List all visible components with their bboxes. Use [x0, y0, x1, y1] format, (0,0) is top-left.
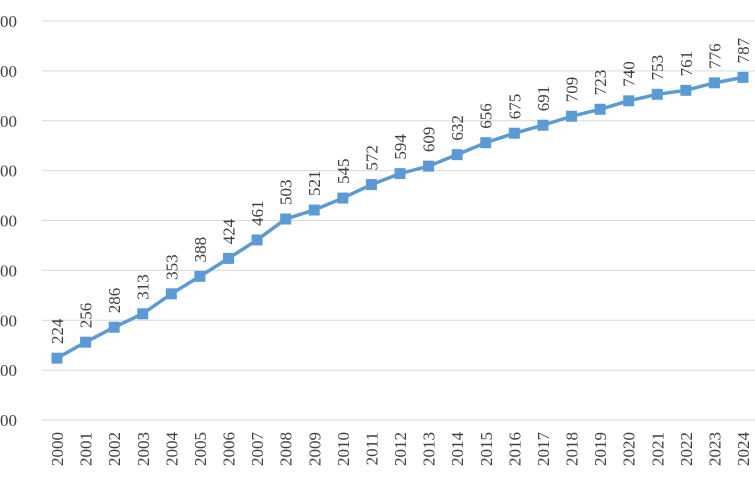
data-point-marker [508, 127, 520, 139]
data-point-marker [51, 352, 63, 364]
data-label: 286 [105, 288, 124, 314]
x-tick-label: 2013 [420, 432, 439, 466]
x-tick-label: 2006 [220, 432, 239, 466]
data-point-marker [394, 168, 406, 180]
data-point-marker [337, 192, 349, 204]
data-point-marker [194, 270, 206, 282]
data-label: 594 [391, 134, 410, 160]
data-point-marker [165, 288, 177, 300]
data-label: 656 [477, 103, 496, 129]
x-tick-label: 2000 [48, 432, 67, 466]
y-tick-label: 00 [0, 112, 17, 131]
data-point-marker [451, 149, 463, 161]
data-point-marker [365, 179, 377, 191]
data-label: 753 [648, 55, 667, 81]
x-tick-label: 2001 [77, 432, 96, 466]
data-point-marker [623, 95, 635, 107]
x-tick-label: 2019 [591, 432, 610, 466]
data-point-marker [566, 110, 577, 122]
series [51, 71, 749, 364]
data-label: 691 [534, 86, 553, 112]
y-tick-label: 00 [0, 162, 17, 181]
data-point-marker [537, 119, 549, 131]
data-label: 632 [448, 115, 467, 141]
data-label: 461 [248, 200, 267, 226]
series-line [56, 75, 744, 360]
x-tick-label: 2005 [191, 432, 210, 466]
data-point-marker [594, 103, 606, 115]
data-point-marker [223, 252, 234, 264]
x-tick-label: 2018 [563, 432, 582, 466]
y-tick-label: 00 [0, 311, 17, 330]
x-tick-label: 2012 [391, 432, 410, 466]
data-label: 545 [334, 159, 353, 185]
data-labels: 224 256 286 313 353 388 424 461 503 521 545 572 594 6… [48, 37, 753, 344]
data-label: 609 [420, 127, 439, 153]
data-label: 353 [162, 254, 181, 280]
y-tick-label: 00 [0, 12, 17, 31]
x-tick-label: 2015 [477, 432, 496, 466]
x-tick-label: 2011 [362, 432, 381, 465]
x-tick-label: 2008 [277, 432, 296, 466]
y-tick-label: 00 [0, 212, 17, 231]
data-label: 224 [48, 318, 67, 344]
x-tick-label: 2007 [248, 432, 267, 467]
data-label: 723 [591, 70, 610, 96]
y-tick-label: 00 [0, 62, 17, 81]
data-label: 572 [362, 145, 381, 171]
x-axis-ticks: 2000 2001 2002 2003 2004 2005 2006 2007 2008 2009… [48, 432, 753, 467]
x-tick-label: 2020 [620, 432, 639, 466]
x-tick-label: 2017 [534, 432, 553, 467]
data-point-marker [737, 71, 749, 83]
data-label: 709 [563, 77, 582, 103]
x-tick-label: 2014 [448, 432, 467, 467]
data-point-marker [423, 160, 435, 172]
data-label: 675 [505, 94, 524, 120]
x-tick-label: 2024 [734, 432, 753, 467]
x-tick-label: 2023 [705, 432, 724, 466]
data-label: 256 [77, 303, 96, 329]
data-point-marker [480, 137, 492, 149]
data-label: 388 [191, 237, 210, 263]
data-label: 521 [305, 171, 324, 197]
data-label: 761 [677, 51, 696, 77]
y-axis-ticks: 00 00 00 00 00 00 00 00 00 [0, 12, 17, 430]
x-tick-label: 2003 [134, 432, 153, 466]
x-tick-label: 2004 [162, 432, 181, 467]
x-tick-label: 2021 [648, 432, 667, 466]
data-label: 503 [277, 180, 296, 206]
data-point-marker [108, 321, 120, 333]
data-label: 776 [705, 43, 724, 69]
data-label: 424 [220, 218, 239, 244]
data-point-marker [308, 204, 320, 216]
data-label: 787 [734, 37, 753, 63]
data-label: 313 [134, 274, 153, 300]
data-point-marker [137, 308, 149, 320]
x-tick-label: 2002 [105, 432, 124, 466]
data-point-marker [708, 77, 720, 89]
data-point-marker [80, 336, 92, 348]
data-point-marker [280, 213, 292, 225]
x-tick-label: 2016 [505, 432, 524, 466]
x-tick-label: 2022 [677, 432, 696, 466]
y-tick-label: 00 [0, 261, 17, 280]
data-point-marker [251, 234, 263, 246]
data-label: 740 [620, 61, 639, 87]
data-point-marker [680, 84, 692, 96]
data-point-marker [651, 88, 663, 100]
x-tick-label: 2009 [305, 432, 324, 466]
x-tick-label: 2010 [334, 432, 353, 466]
y-tick-label: 00 [0, 411, 17, 430]
y-tick-label: 00 [0, 361, 17, 380]
